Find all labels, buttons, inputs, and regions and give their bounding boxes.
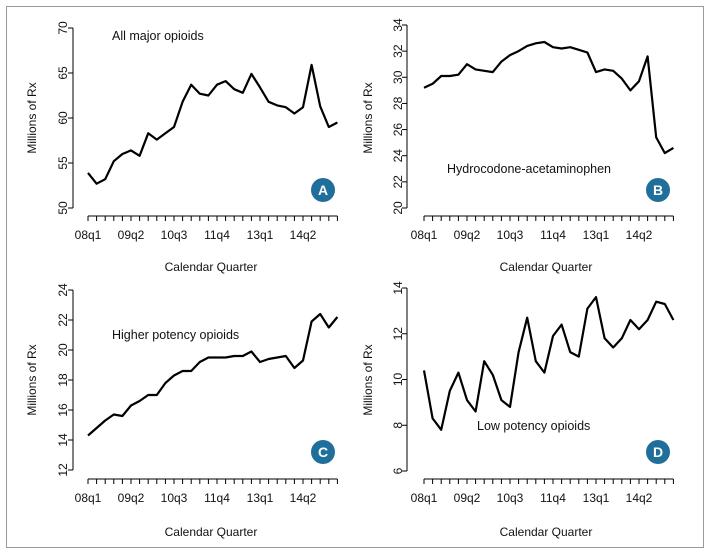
- panel-b-y-tick-label: 24: [391, 149, 405, 163]
- panel-d-badge: D: [646, 440, 670, 464]
- panel-c-title: Higher potency opioids: [112, 328, 239, 342]
- panel-b-y-tick-label: 32: [391, 44, 405, 58]
- panel-c-y-tick-label: 20: [56, 343, 70, 357]
- panel-b-x-tick-label: 11q4: [540, 228, 566, 242]
- panel-b-badge-circle: [646, 178, 670, 202]
- panel-a-x-tick-label: 14q2: [290, 228, 317, 242]
- panel-b-x-tick-label: 13q1: [583, 228, 610, 242]
- panel-b-y-tick-label: 30: [391, 70, 405, 84]
- plot-area-a: 50 55 60 65 70 08q1 09q2 10q3 11q4 13q1 14q2: [56, 21, 338, 242]
- panel-d-y-tick-label: 14: [391, 281, 405, 295]
- plot-area-c: 12 14 16 18 20 22 24 08q1 09q2 10q3 11q4 13q1 14q2: [56, 283, 339, 505]
- panel-b-x-tick-label: 10q3: [497, 228, 524, 242]
- panel-d-x-tick-label: 14q2: [626, 491, 653, 505]
- panel-b-x-tick-label: 08q1: [411, 228, 438, 242]
- panel-d-badge-label: D: [653, 444, 663, 460]
- panel-a-y-tick-label: 60: [56, 111, 70, 125]
- panel-a-ylabel: Millions of Rx: [25, 82, 39, 153]
- panel-a-badge-circle: [311, 178, 335, 202]
- panel-b-series-line: [423, 40, 674, 155]
- panel-d-xlabel: Calendar Quarter: [500, 525, 593, 539]
- panel-c-ylabel: Millions of Rx: [25, 344, 39, 415]
- panel-a-series-line: [87, 63, 338, 185]
- panel-d-series-line: [422, 296, 675, 431]
- panel-c-badge-circle: [311, 440, 335, 464]
- panel-d-y-tick-label: 12: [391, 327, 405, 341]
- panel-b-ylabel: Millions of Rx: [361, 82, 375, 153]
- panel-a-y-tick-label: 55: [56, 156, 70, 170]
- panel-b-x-tick-label: 14q2: [626, 228, 653, 242]
- panel-c-xlabel: Calendar Quarter: [165, 525, 258, 539]
- plot-area-b: 20 22 24 26 28 30 32 34 08q1 09q2 10q3 11q4 13q1 14q2: [391, 18, 674, 242]
- panel-b-y-tick-label: 22: [391, 175, 405, 189]
- panel-b: 20 22 24 26 28 30 32 34 08q1 09q2 10q3 11q4 13q1 14q2…: [361, 18, 674, 274]
- panel-b-badge: B: [646, 178, 670, 202]
- panel-c-y-tick-label: 12: [56, 463, 70, 477]
- panel-b-badge-label: B: [653, 182, 663, 198]
- panel-c-x-tick-label: 13q1: [247, 491, 274, 505]
- panel-b-x-tick-label: 09q2: [454, 228, 481, 242]
- panel-c-x-tick-label: 09q2: [118, 491, 145, 505]
- panel-d-y-tick-label: 10: [391, 373, 405, 387]
- panel-a-x-tick-label: 10q3: [161, 228, 188, 242]
- panel-c-x-tick-label: 11q4: [204, 491, 230, 505]
- panel-d-y-tick-label: 8: [391, 422, 405, 429]
- panel-a-y-tick-label: 70: [56, 21, 70, 35]
- panel-a-badge-label: A: [318, 182, 328, 198]
- panel-d: 6 8 10 12 14 08q1 09q2 10q3 11q4 13q1 14q2 Low pot…: [361, 281, 675, 539]
- plot-area-d: 6 8 10 12 14 08q1 09q2 10q3 11q4 13q1 14q2: [391, 281, 675, 505]
- panel-c-badge-label: C: [318, 444, 328, 460]
- panel-d-x-tick-label: 13q1: [583, 491, 610, 505]
- panel-a-badge: A: [311, 178, 335, 202]
- panel-c-x-tick-label: 14q2: [290, 491, 317, 505]
- panel-d-x-tick-label: 11q4: [540, 491, 566, 505]
- panel-d-x-tick-label: 08q1: [411, 491, 438, 505]
- panel-c-y-tick-label: 24: [56, 283, 70, 297]
- panel-c-x-tick-label: 08q1: [75, 491, 102, 505]
- panel-b-y-tick-label: 28: [391, 96, 405, 110]
- panel-a-title: All major opioids: [112, 29, 204, 43]
- panel-b-y-tick-label: 20: [391, 201, 405, 215]
- panel-a-xlabel: Calendar Quarter: [165, 260, 258, 274]
- panel-a-x-tick-label: 13q1: [247, 228, 274, 242]
- panel-c-series-line: [87, 312, 339, 437]
- panel-c-y-tick-label: 22: [56, 313, 70, 327]
- panel-b-y-tick-label: 26: [391, 123, 405, 137]
- panel-a-x-tick-label: 08q1: [75, 228, 102, 242]
- panel-c-x-tick-label: 10q3: [161, 491, 188, 505]
- panel-a-x-tick-label: 11q4: [204, 228, 230, 242]
- panel-b-title: Hydrocodone-acetaminophen: [447, 162, 611, 176]
- panel-a-y-tick-label: 50: [56, 201, 70, 215]
- panel-b-y-tick-label: 34: [391, 18, 405, 32]
- panel-a-y-tick-label: 65: [56, 66, 70, 80]
- panel-c: 12 14 16 18 20 22 24 08q1 09q2 10q3 11q4 13q1 14q2 H…: [25, 283, 339, 539]
- figure-frame: [6, 6, 704, 548]
- panel-c-y-tick-label: 14: [56, 433, 70, 447]
- panel-c-badge: C: [311, 440, 335, 464]
- panel-c-y-tick-label: 18: [56, 373, 70, 387]
- panel-d-y-tick-label: 6: [391, 467, 405, 474]
- panel-d-badge-circle: [646, 440, 670, 464]
- panel-d-x-tick-label: 09q2: [454, 491, 481, 505]
- panel-d-title: Low potency opioids: [477, 419, 590, 433]
- panel-d-ylabel: Millions of Rx: [361, 344, 375, 415]
- panel-a-x-tick-label: 09q2: [118, 228, 145, 242]
- panel-a: 50 55 60 65 70 08q1 09q2 10q3 11q4 13q1 14q2 All m…: [25, 21, 338, 274]
- panel-d-x-tick-label: 10q3: [497, 491, 524, 505]
- panel-c-y-tick-label: 16: [56, 403, 70, 417]
- panel-b-xlabel: Calendar Quarter: [500, 260, 593, 274]
